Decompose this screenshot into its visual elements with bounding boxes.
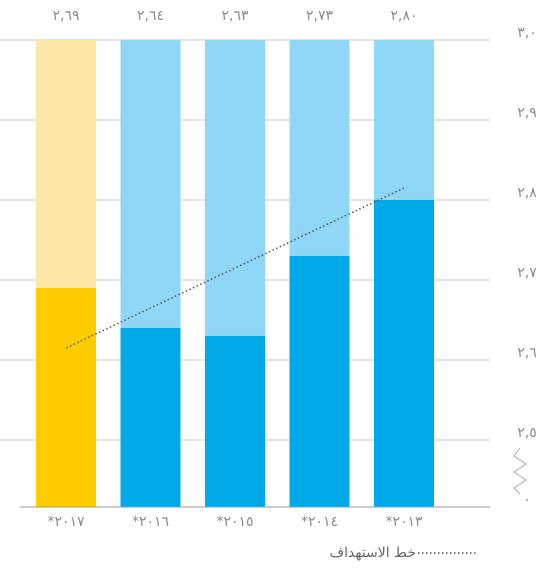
bar bbox=[36, 288, 96, 507]
y-tick-label: ٢,٧ bbox=[517, 265, 537, 281]
legend-label: خط الاستهداف bbox=[330, 545, 416, 561]
y-tick-label: ٢,٨ bbox=[517, 185, 537, 201]
value-label: ٢,٦٤ bbox=[137, 8, 164, 24]
x-tick-label: *٢٠١٣ bbox=[385, 514, 423, 530]
y-tick-label: ٣,٠ bbox=[517, 25, 537, 41]
x-tick-label: *٢٠١٧ bbox=[47, 514, 85, 530]
value-label: ٢,٨٠ bbox=[390, 8, 417, 24]
x-tick-label: *٢٠١٦ bbox=[132, 514, 169, 530]
bar bbox=[205, 336, 265, 507]
x-tick-label: *٢٠١٤ bbox=[301, 514, 338, 530]
x-tick-label: *٢٠١٥ bbox=[216, 514, 253, 530]
bar bbox=[289, 256, 350, 507]
y-tick-label: ٢,٦ bbox=[517, 345, 537, 361]
bar bbox=[374, 200, 434, 507]
value-label: ٢,٧٣ bbox=[306, 8, 333, 24]
y-tick-label: ٢,٩ bbox=[517, 105, 537, 121]
y-tick-label: ٠ bbox=[523, 492, 531, 508]
y-tick-label: ٢,٥ bbox=[517, 425, 537, 441]
bar bbox=[120, 328, 181, 507]
overlay: ٠ ٢,٥ ٢,٦ ٢,٧ ٢,٨ ٢,٩ ٣,٠ ٢,٨٠ *٢٠١٣ ٢,٧٣ *٢٠١٤ ٢,٦… bbox=[47, 8, 537, 530]
bars bbox=[36, 40, 434, 507]
value-label: ٢,٦٣ bbox=[221, 8, 248, 24]
value-label: ٢,٦٩ bbox=[52, 8, 79, 24]
axis-break bbox=[513, 447, 527, 495]
